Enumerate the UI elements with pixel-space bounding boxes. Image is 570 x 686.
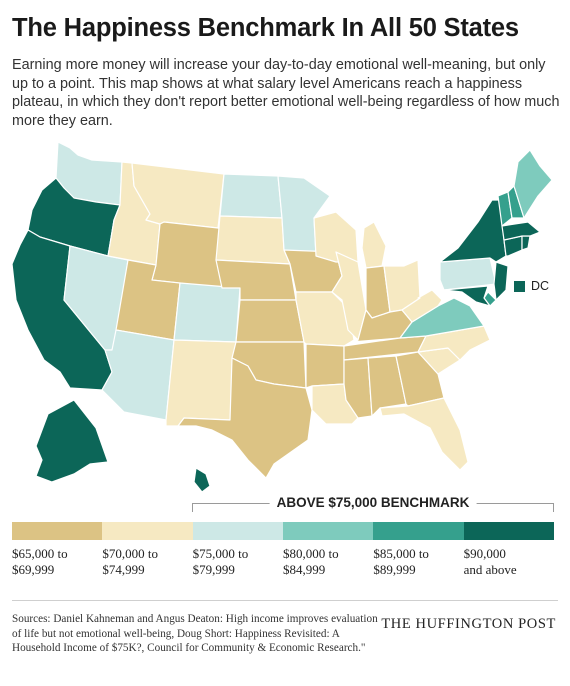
- state-kansas: [235, 299, 305, 343]
- state-arizona: [101, 329, 175, 421]
- legend-label: $65,000 to $69,999: [12, 546, 68, 577]
- state-west-virginia: [401, 289, 443, 323]
- benchmark-label: ABOVE $75,000 BENCHMARK: [269, 495, 477, 510]
- state-pennsylvania: [439, 257, 497, 291]
- state-new-york: [439, 199, 507, 263]
- legend-swatch: [463, 522, 554, 540]
- legend-swatch: [373, 522, 464, 540]
- state-colorado: [173, 282, 241, 343]
- state-texas: [177, 357, 313, 479]
- map-title: The Happiness Benchmark In All 50 States: [12, 14, 519, 42]
- state-hawaii: [193, 467, 211, 493]
- state-alabama: [367, 355, 407, 417]
- state-massachusetts: [501, 221, 541, 241]
- publisher-logo: THE HUFFINGTON POST: [381, 616, 556, 632]
- state-maine: [513, 149, 553, 219]
- state-new-mexico: [165, 339, 237, 427]
- dc-text: DC: [531, 279, 550, 293]
- state-maryland: [443, 285, 491, 307]
- state-alaska: [35, 399, 109, 483]
- legend-swatch: [102, 522, 193, 540]
- state-florida: [379, 397, 469, 471]
- state-virginia: [399, 297, 485, 339]
- dc-label: DC: [514, 279, 549, 293]
- legend-swatch: [282, 522, 374, 540]
- legend-label: $90,000 and above: [463, 546, 517, 577]
- legend-label: $75,000 to $79,999: [192, 546, 249, 577]
- legend-label: $80,000 to $84,999: [282, 546, 339, 577]
- state-michigan: [361, 221, 387, 269]
- sources-text: Sources: Daniel Kahneman and Angus Deato…: [12, 613, 378, 654]
- footer-divider: [12, 600, 558, 601]
- state-north-dakota: [219, 173, 283, 219]
- state-rhode-island: [521, 235, 531, 251]
- state-wisconsin: [313, 211, 359, 263]
- legend-labels: $65,000 to $69,999 $70,000 to $74,999 $7…: [12, 546, 554, 578]
- legend-label: $70,000 to $74,999: [102, 546, 158, 577]
- legend-swatch: [192, 522, 283, 540]
- legend-swatch: [12, 522, 103, 540]
- state-illinois: [331, 251, 367, 341]
- state-south-dakota: [215, 215, 291, 265]
- dc-swatch: [514, 280, 525, 292]
- state-arkansas: [305, 343, 345, 389]
- legend-swatches: [12, 522, 554, 540]
- benchmark-bracket: ABOVE $75,000 BENCHMARK: [192, 495, 554, 512]
- state-new-jersey: [493, 261, 509, 301]
- legend-label: $85,000 to $89,999: [373, 546, 429, 577]
- map-description: Earning more money will increase your da…: [12, 57, 560, 129]
